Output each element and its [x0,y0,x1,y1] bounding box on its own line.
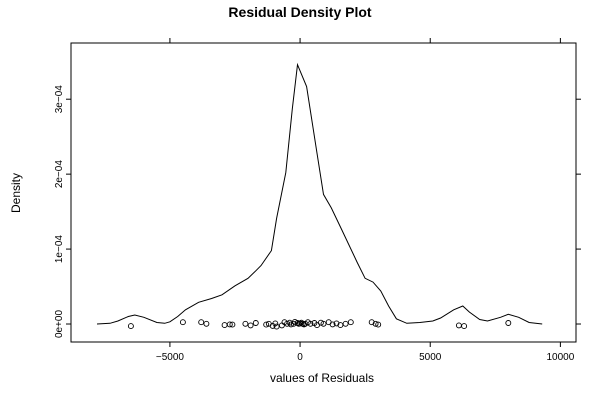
residual-point [252,320,259,326]
residual-point [198,319,205,326]
x-tick-label: 0 [297,352,303,363]
residual-point [284,320,291,327]
density-curve-line [96,62,543,325]
tick-marks [66,38,581,347]
residual-point [375,321,382,328]
residual-point [347,319,354,326]
residual-point [203,320,210,327]
residual-point [272,320,279,327]
y-tick-label: 2e−04 [54,160,65,189]
residual-point [278,322,285,329]
tick-labels: −5000 0 5000 10000 0e+00 1e−04 2e−04 3e−04 [54,85,575,363]
residual-point [368,319,375,326]
residual-point [342,320,349,327]
y-tick-label: 3e−04 [54,85,65,114]
residual-point [221,322,228,329]
residual-point [337,322,344,329]
residual-point [461,323,468,330]
residual-point [372,320,379,327]
x-axis-label: values of Residuals [270,371,374,385]
residual-point [320,320,327,327]
residual-points [127,318,512,330]
residual-point [229,321,236,328]
residual-point [179,319,186,326]
residual-point [505,320,512,326]
residual-point [273,323,280,330]
y-tick-label: 0e+00 [54,310,65,339]
residual-point [242,320,249,327]
chart-title: Residual Density Plot [228,4,371,20]
x-tick-label: 5000 [419,352,442,363]
residual-point [307,320,314,327]
residual-point [226,321,233,328]
residual-point [263,321,270,328]
y-tick-label: 1e−04 [54,235,65,264]
x-tick-label: 10000 [546,352,574,363]
x-tick-label: −5000 [156,352,185,363]
residual-point [127,323,134,330]
residual-point [317,319,324,326]
residual-point [329,321,336,328]
residual-point [247,322,254,329]
plot-frame [70,42,577,343]
residual-point [455,322,462,329]
y-axis-label: Density [9,173,23,213]
